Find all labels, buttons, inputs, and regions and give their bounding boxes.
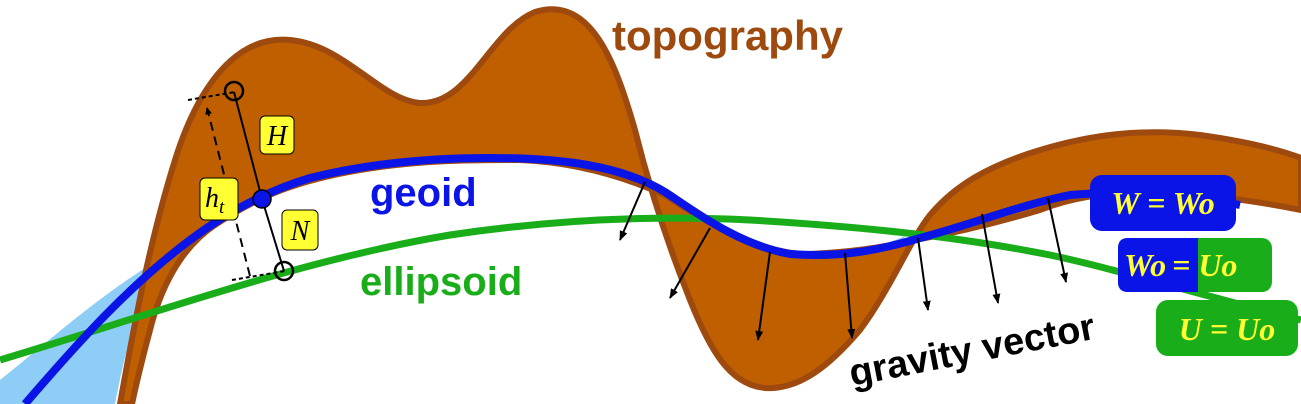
orthometric-height-line: [233, 91, 263, 200]
w-eq-text: W = Wo: [1111, 185, 1215, 221]
geoid-curve: [21, 153, 1241, 404]
height-construction: [187, 80, 295, 282]
geoid-label: geoid: [370, 171, 477, 215]
wo-uo-text: Wo = Uo: [1124, 247, 1237, 283]
gravity-arrow: [669, 227, 711, 299]
surface-point: [223, 80, 245, 102]
gravity-vectors: [619, 181, 1069, 341]
equation-u-eq-uo: U = Uo: [1156, 300, 1298, 356]
geoid-undulation-line: [261, 198, 285, 272]
gravity-arrow: [844, 252, 856, 339]
topography-label: topography: [612, 12, 844, 59]
gravity-arrow: [755, 251, 771, 341]
gravity-arrow: [1047, 197, 1069, 283]
ht-label: ht: [199, 177, 239, 221]
ellipsoid-point: [273, 260, 295, 282]
geoid-point: [252, 189, 272, 209]
top-dotted-line: [187, 91, 236, 101]
equation-w-eq-wo: W = Wo: [1090, 175, 1236, 231]
u-eq-text: U = Uo: [1179, 311, 1275, 347]
ellipsoid-curve: [0, 214, 1301, 364]
N-text: N: [290, 216, 311, 247]
equation-wo-eq-uo: Wo = Uo: [1118, 238, 1272, 292]
H-text: H: [266, 121, 289, 152]
ellipsoid-label: ellipsoid: [360, 260, 522, 304]
N-label: N: [281, 209, 319, 251]
ht-text: ht: [205, 183, 225, 218]
H-label: H: [259, 115, 295, 155]
gravity-arrow: [981, 213, 1001, 304]
gravity-arrow: [917, 237, 931, 311]
gravity-arrow: [619, 181, 646, 241]
gravity-vector-label: gravity vector: [846, 306, 1099, 395]
